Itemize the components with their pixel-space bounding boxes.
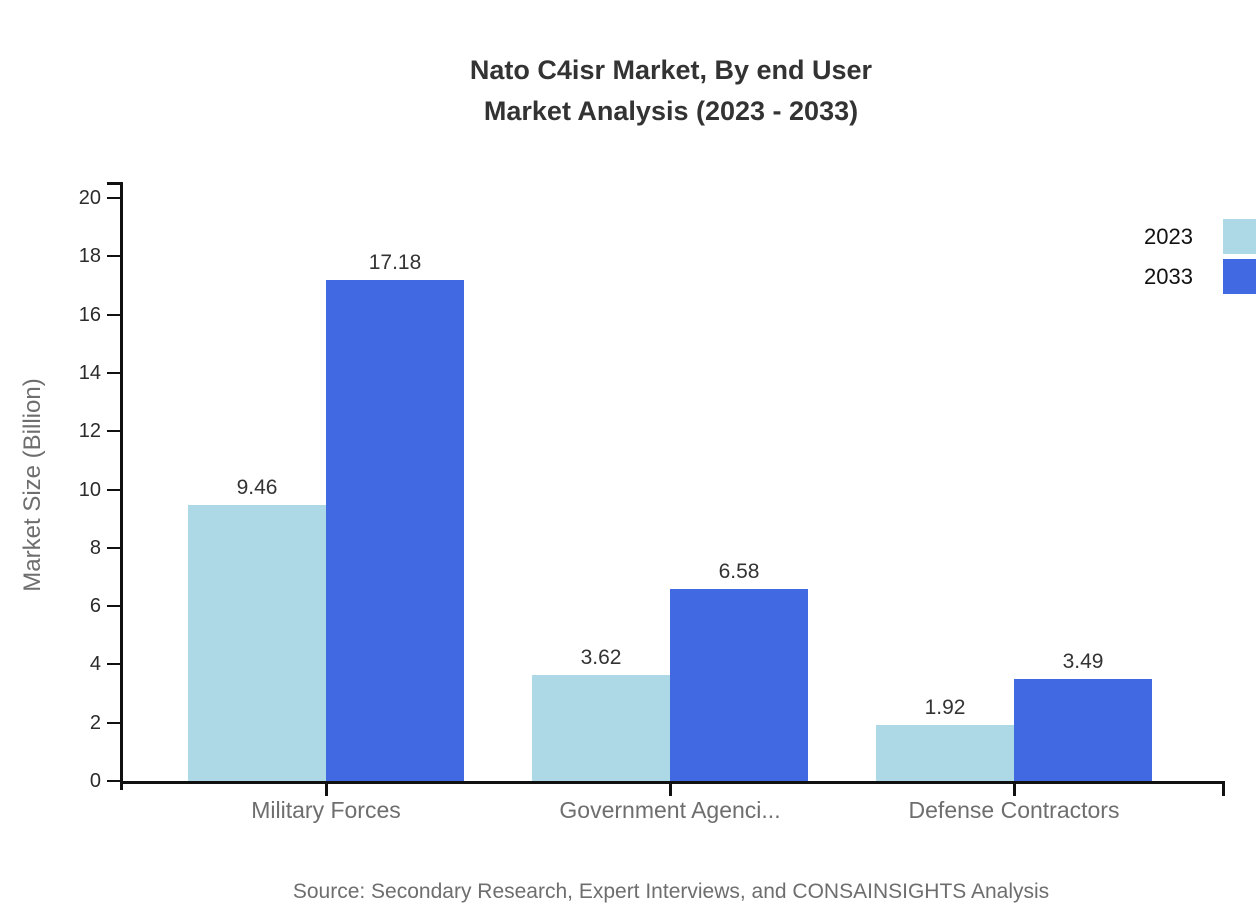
bar-value-label: 1.92	[924, 696, 966, 720]
y-tick	[107, 605, 120, 608]
chart-title: Nato C4isr Market, By end User Market An…	[120, 50, 1222, 132]
bar-2033-1[interactable]	[326, 280, 464, 781]
legend-item-2023[interactable]: 2023	[1144, 219, 1256, 254]
y-tick-label: 14	[78, 361, 101, 384]
y-tick-label: 6	[89, 595, 101, 618]
y-tick-label: 12	[78, 420, 101, 443]
bar-2023-3[interactable]	[876, 725, 1014, 781]
y-tick	[107, 663, 120, 666]
bar-2033-3[interactable]	[1014, 679, 1152, 781]
legend-label: 2033	[1144, 263, 1193, 289]
legend: 2023 2033	[1144, 219, 1256, 299]
x-axis-end-cap	[1222, 781, 1225, 796]
x-axis-line	[120, 781, 1225, 784]
y-tick	[107, 197, 120, 199]
y-tick-label: 8	[89, 536, 101, 559]
y-tick-label: 16	[78, 303, 101, 326]
y-axis-line	[120, 182, 123, 790]
chart-title-line2: Market Analysis (2023 - 2033)	[483, 96, 859, 126]
y-tick-label: 4	[89, 653, 101, 676]
bar-value-label: 9.46	[236, 476, 278, 500]
legend-item-2033[interactable]: 2033	[1144, 259, 1256, 294]
y-tick	[107, 546, 120, 549]
bar-value-label: 3.62	[580, 646, 622, 670]
category-tick	[669, 781, 672, 796]
bar-value-label: 6.58	[718, 560, 760, 584]
y-axis-end-cap	[107, 182, 120, 185]
category-tick	[1013, 781, 1016, 796]
y-tick-label: 0	[89, 770, 101, 792]
bar-2023-2[interactable]	[532, 675, 670, 781]
y-tick	[107, 313, 120, 316]
legend-swatch	[1223, 219, 1256, 254]
y-tick-label: 2	[89, 711, 101, 734]
y-axis-title: Market Size (Billion)	[19, 378, 46, 592]
y-tick-label: 10	[78, 478, 101, 501]
y-tick-label: 18	[78, 245, 101, 268]
category-label: Government Agenci...	[559, 797, 781, 823]
y-tick	[107, 371, 120, 374]
y-tick	[107, 721, 120, 724]
category-label: Military Forces	[251, 797, 401, 823]
category-tick	[325, 781, 328, 796]
y-tick	[107, 780, 120, 782]
bar-2023-1[interactable]	[188, 505, 326, 781]
chart-title-line1: Nato C4isr Market, By end User	[469, 55, 873, 85]
legend-swatch	[1223, 259, 1256, 294]
y-tick	[107, 488, 120, 491]
bar-2033-2[interactable]	[670, 589, 808, 781]
y-tick	[107, 430, 120, 433]
legend-label: 2023	[1144, 223, 1193, 249]
category-label: Defense Contractors	[908, 797, 1120, 823]
bar-value-label: 3.49	[1062, 650, 1104, 674]
bar-value-label: 17.18	[368, 251, 422, 275]
y-tick-label: 20	[78, 187, 101, 209]
source-note: Source: Secondary Research, Expert Inter…	[292, 880, 1050, 903]
y-tick	[107, 255, 120, 258]
